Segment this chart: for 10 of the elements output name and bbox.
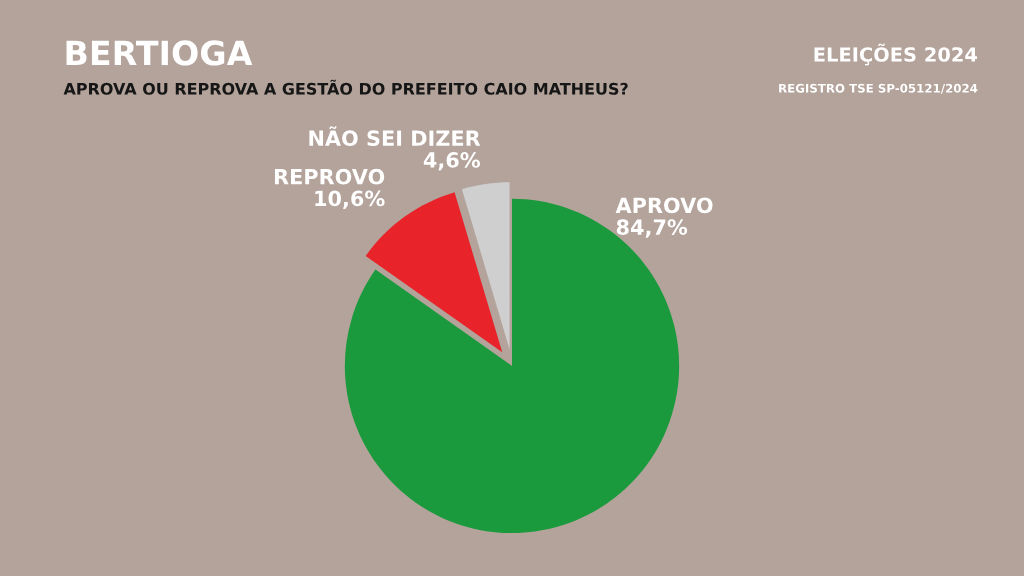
- data-label: 4,6%: [423, 152, 481, 171]
- chart-title: BERTIOGA: [66, 40, 253, 66]
- data-label: 84,7%: [616, 219, 688, 238]
- slice-label: APROVO: [615, 197, 713, 214]
- data-label: 10,6%: [315, 190, 385, 209]
- text: REGISTRO TSE SP-05121/2024: [779, 83, 978, 94]
- slice-label: NÃO SEI DIZER: [309, 126, 481, 147]
- chart-subtitle: APROVA OU REPROVA A GESTÃO DO PREFEITO CAIO MATHEUS?: [63, 79, 628, 95]
- text: ELEIÇÕES 2024: [814, 43, 978, 66]
- slice-label: REPROVO: [274, 168, 385, 185]
